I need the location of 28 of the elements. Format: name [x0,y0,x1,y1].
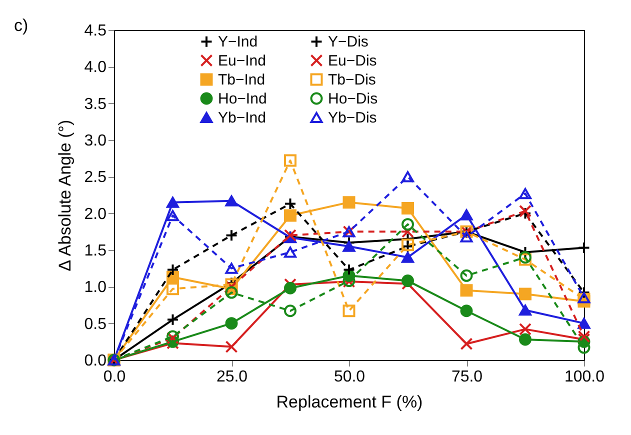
y-tick-label: 4.5 [84,22,107,40]
legend-label: Y−Ind [218,34,258,51]
legend-label: Ho−Dis [328,90,378,108]
legend-label: Eu−Ind [218,52,266,70]
y-tick-label: 3.0 [84,132,107,150]
y-tick-label: 4.0 [84,59,107,76]
y-tick-label: 2.5 [84,169,107,186]
legend-label: Ho−Ind [218,90,267,108]
legend-label: Tb−Dis [328,72,376,88]
legend-label: Eu−Dis [328,52,377,70]
x-tick-label: 75.0 [451,368,483,386]
x-tick-label: 100.0 [564,368,605,386]
y-tick-label: 0.5 [84,316,107,333]
y-tick-label: 1.0 [84,279,107,296]
legend-label: Tb−Ind [218,72,266,88]
legend-label: Yb−Dis [328,110,377,126]
x-tick-label: 25.0 [216,368,248,386]
x-tick-label: 50.0 [334,368,366,386]
y-tick-label: 2.0 [84,206,107,223]
y-tick-label: 3.5 [84,96,107,113]
y-tick-label: 0.0 [84,352,107,370]
legend-label: Yb−Ind [218,110,266,126]
y-tick-label: 1.5 [84,242,107,260]
y-axis-title: Δ Absolute Angle (°) [55,120,74,272]
legend-label: Y−Dis [328,34,368,51]
x-tick-label: 0.0 [103,368,126,386]
chart-title: c) [14,16,28,35]
x-axis-title: Replacement F (%) [276,392,423,412]
